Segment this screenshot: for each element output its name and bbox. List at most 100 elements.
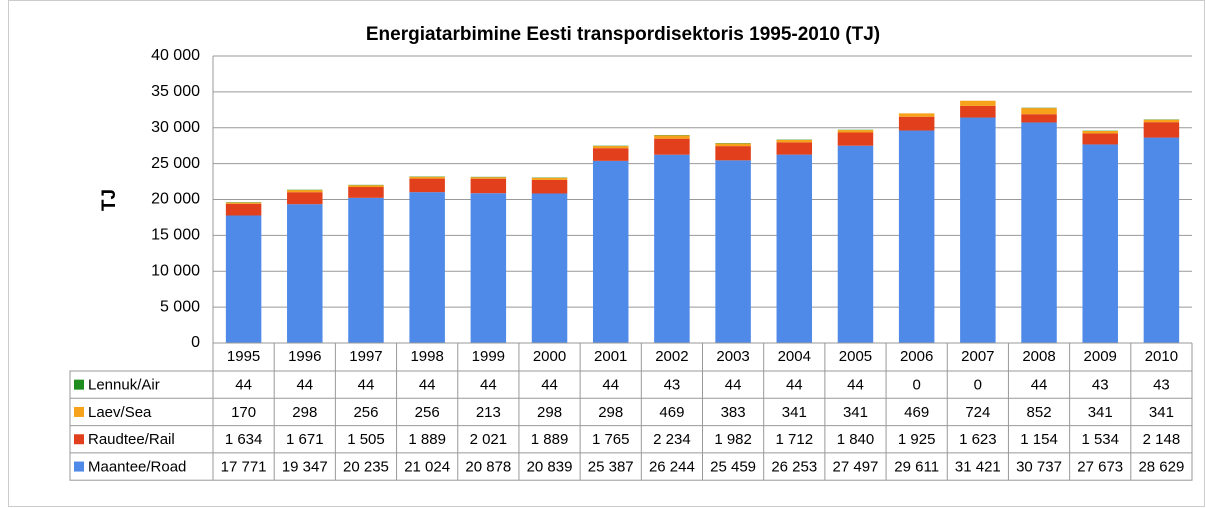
table-value: 256 (353, 404, 378, 421)
bar-segment (592, 148, 629, 161)
bar-segment (531, 179, 568, 194)
x-tick-label: 2004 (778, 348, 811, 365)
bar-segment (715, 146, 751, 161)
bar-segment (409, 176, 445, 179)
table-value: 1 889 (531, 431, 569, 448)
bar-segment (898, 116, 935, 131)
y-tick-label: 5 000 (160, 298, 200, 315)
table-value: 341 (1088, 404, 1113, 421)
bar-segment (960, 117, 996, 343)
table-value: 44 (235, 377, 252, 394)
x-tick-label: 2000 (533, 348, 566, 365)
table-value: 1 623 (959, 431, 997, 448)
bar-segment (960, 100, 996, 106)
x-tick-label: 1997 (349, 348, 382, 365)
bar-segment (1143, 137, 1180, 343)
table-value: 44 (1031, 377, 1048, 394)
table-value: 25 459 (710, 459, 756, 476)
x-tick-label: 2009 (1084, 348, 1117, 365)
y-tick-label: 15 000 (151, 227, 200, 244)
table-value: 27 673 (1077, 459, 1123, 476)
table-value: 44 (480, 377, 497, 394)
table-value: 1 505 (347, 431, 385, 448)
bar-segment (837, 130, 874, 133)
legend-label: Lennuk/Air (88, 377, 160, 394)
bar-segment (287, 190, 323, 193)
bar-segment (225, 202, 262, 204)
bar-segment (776, 154, 813, 343)
x-tick-label: 2006 (900, 348, 933, 365)
bar-segment (348, 185, 384, 188)
legend-label: Laev/Sea (88, 404, 152, 421)
table-value: 19 347 (282, 459, 328, 476)
table-value: 26 244 (649, 459, 695, 476)
bar-segment (1143, 122, 1180, 138)
x-tick-label: 1998 (410, 348, 443, 365)
legend-swatch (74, 379, 84, 390)
bar-segment (654, 135, 690, 139)
y-axis-label: TJ (99, 189, 120, 211)
bar-segment (1021, 108, 1057, 115)
table-value: 1 671 (286, 431, 324, 448)
x-tick-label: 2002 (655, 348, 688, 365)
y-tick-label: 40 000 (151, 47, 200, 64)
table-value: 44 (358, 377, 375, 394)
table-value: 341 (782, 404, 807, 421)
x-tick-label: 2007 (961, 348, 994, 365)
table-value: 44 (725, 377, 742, 394)
y-tick-label: 10 000 (151, 262, 200, 279)
x-tick-label: 1999 (472, 348, 505, 365)
table-value: 44 (786, 377, 803, 394)
table-value: 1 925 (898, 431, 936, 448)
table-value: 26 253 (771, 459, 817, 476)
bar-segment (715, 160, 751, 343)
table-value: 44 (602, 377, 619, 394)
table-value: 21 024 (404, 459, 450, 476)
table-value: 17 771 (221, 459, 267, 476)
table-value: 256 (415, 404, 440, 421)
x-tick-label: 2008 (1022, 348, 1055, 365)
table-value: 20 839 (527, 459, 573, 476)
x-tick-label: 1996 (288, 348, 321, 365)
table-value: 2 234 (653, 431, 691, 448)
table-value: 30 737 (1016, 459, 1062, 476)
bar-segment (654, 138, 690, 155)
table-value: 170 (231, 404, 256, 421)
bar-segment (470, 178, 507, 194)
bar-segment (837, 132, 874, 146)
legend-label: Maantee/Road (88, 459, 186, 476)
y-tick-label: 25 000 (151, 155, 200, 172)
table-value: 213 (476, 404, 501, 421)
table-value: 341 (1149, 404, 1174, 421)
table-value: 1 889 (408, 431, 446, 448)
bar-segment (1021, 114, 1057, 123)
bar-segment (1082, 133, 1118, 145)
table-value: 1 712 (776, 431, 814, 448)
x-tick-label: 2003 (716, 348, 749, 365)
table-value: 43 (664, 377, 681, 394)
bar-segment (409, 192, 445, 343)
table-value: 28 629 (1138, 459, 1184, 476)
table-value: 27 497 (833, 459, 879, 476)
table-value: 852 (1027, 404, 1052, 421)
table-value: 20 878 (465, 459, 511, 476)
bar-segment (592, 160, 629, 343)
table-value: 383 (721, 404, 746, 421)
bar-segment (531, 177, 568, 180)
table-value: 20 235 (343, 459, 389, 476)
table-value: 25 387 (588, 459, 634, 476)
legend-swatch (74, 406, 84, 417)
table-value: 43 (1092, 377, 1109, 394)
legend-swatch (74, 434, 84, 445)
bar-segment (470, 193, 507, 343)
table-value: 2 021 (470, 431, 508, 448)
bar-segment (1082, 144, 1118, 343)
bar-segment (225, 203, 262, 216)
chart-title: Energiatarbimine Eesti transpordisektori… (366, 24, 880, 45)
bar-segment (776, 142, 813, 155)
bar-segment (654, 154, 690, 343)
bar-segment (1143, 119, 1180, 123)
table-value: 44 (419, 377, 436, 394)
bar-segment (348, 187, 384, 198)
table-value: 0 (974, 377, 982, 394)
